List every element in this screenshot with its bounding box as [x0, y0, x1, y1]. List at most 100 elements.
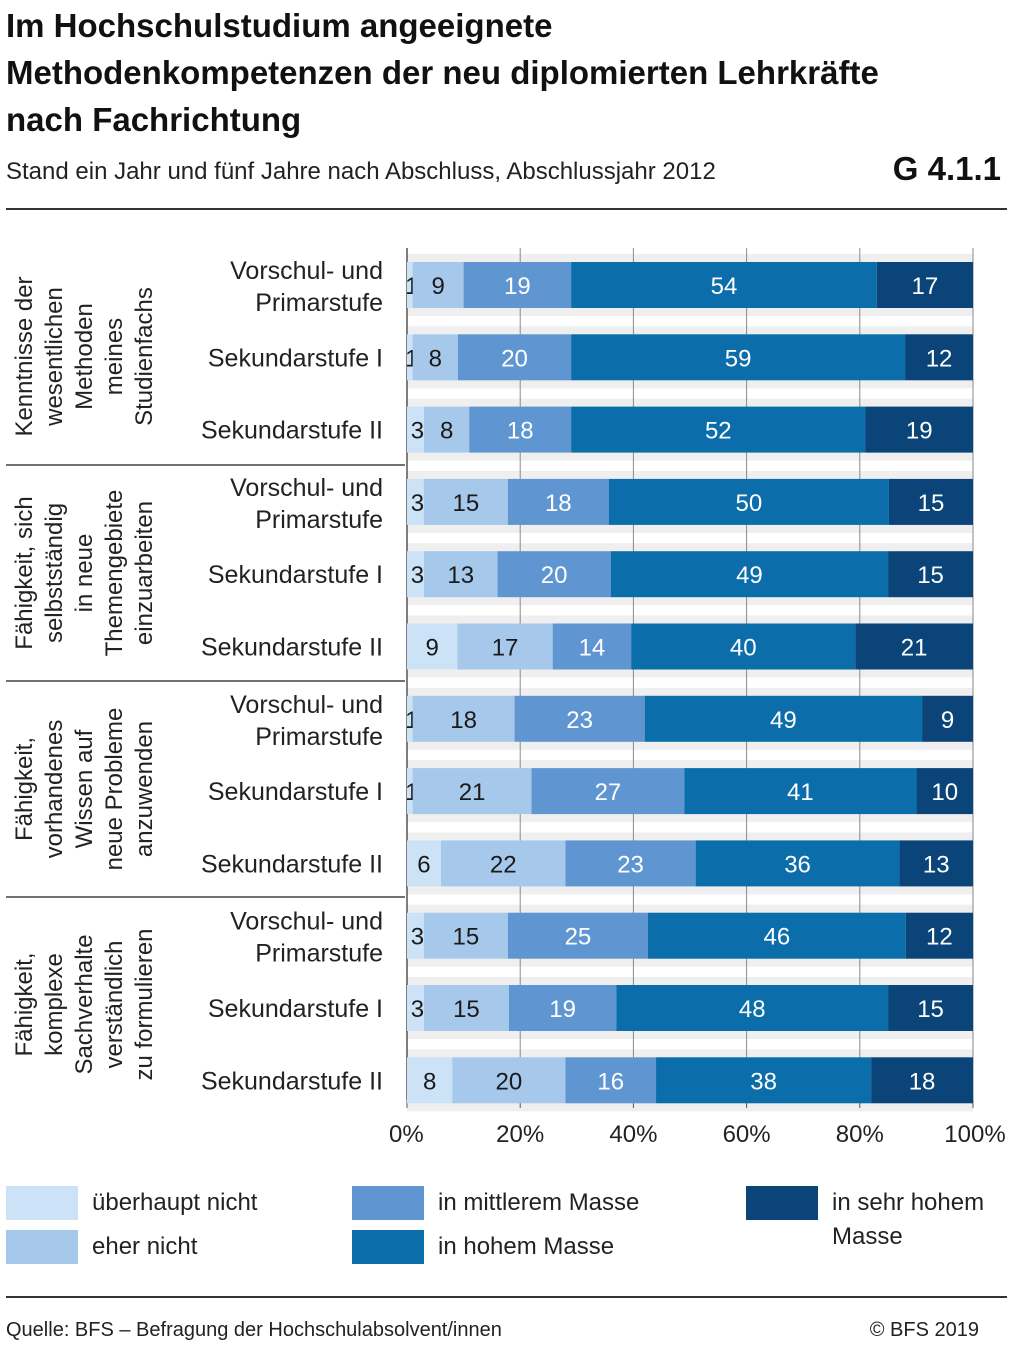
data-label: 20: [501, 345, 528, 372]
data-label: 27: [595, 779, 622, 806]
category-label: Primarstufe: [255, 289, 383, 317]
data-label: 59: [725, 345, 752, 372]
data-label: 15: [453, 996, 480, 1023]
data-label: 52: [705, 418, 732, 445]
legend-item: in sehr hohem Masse: [746, 1186, 1006, 1254]
bar-segment: [899, 840, 973, 887]
bar-segment: [552, 623, 632, 670]
category-label: Primarstufe: [255, 940, 383, 968]
bar-segment: [407, 262, 413, 308]
group-label: wesentlichen: [41, 287, 68, 427]
bar-segment: [407, 695, 413, 742]
group-label: Themengebiete: [101, 490, 128, 657]
data-label: 23: [617, 851, 644, 878]
copyright-note: © BFS 2019: [869, 1319, 979, 1341]
x-tick-label: 100%: [944, 1121, 1005, 1148]
bar-segment: [656, 1057, 872, 1104]
legend-item: in mittlerem Masse: [352, 1186, 639, 1220]
group-label: Wissen auf: [71, 729, 98, 848]
bar-segment: [440, 840, 566, 887]
bar-segment: [407, 985, 424, 1031]
data-label: 41: [787, 779, 814, 806]
legend-item: eher nicht: [6, 1230, 197, 1264]
category-label: Sekundarstufe II: [201, 634, 383, 662]
bar-segment: [412, 768, 532, 815]
category-label: Sekundarstufe I: [208, 561, 383, 589]
group-label: zu formulieren: [131, 928, 158, 1080]
group-label: Kenntnisse der: [11, 276, 38, 436]
data-label: 9: [426, 635, 439, 662]
bar-segment: [888, 985, 973, 1031]
bar-segment: [407, 768, 413, 815]
bar-segment: [508, 985, 617, 1031]
legend-label: eher nicht: [92, 1233, 198, 1260]
bar-segment: [871, 1057, 973, 1104]
bar-segment: [888, 478, 973, 525]
category-label: Sekundarstufe II: [201, 1067, 383, 1095]
category-label: Vorschul- und: [230, 474, 383, 502]
data-label: 40: [730, 635, 757, 662]
data-label: 23: [566, 707, 593, 734]
x-tick-label: 80%: [836, 1121, 884, 1148]
data-label: 3: [411, 924, 424, 951]
data-label: 13: [447, 562, 474, 589]
bar-segment: [452, 1057, 566, 1104]
bar-segment: [631, 623, 856, 670]
legend-label: überhaupt nicht: [92, 1189, 258, 1216]
group-label: anzuwenden: [131, 721, 158, 857]
data-label: 18: [909, 1068, 936, 1095]
bar-segment: [571, 262, 877, 308]
legend: überhaupt nicht eher nicht in mittlerem Ma…: [0, 1180, 1009, 1290]
data-label: 21: [901, 635, 928, 662]
group-label: vorhandenes: [41, 720, 68, 859]
bar-segment: [647, 912, 906, 959]
data-label: 10: [931, 779, 958, 806]
bar-segment: [457, 623, 553, 670]
bar-segment: [888, 551, 973, 598]
data-label: 3: [411, 418, 424, 445]
legend-swatch: [352, 1230, 424, 1264]
category-label: Primarstufe: [255, 506, 383, 534]
data-label: 18: [450, 707, 477, 734]
bar-segment: [916, 768, 973, 815]
data-label: 49: [770, 707, 797, 734]
bar-segment: [463, 262, 572, 308]
bar-segment: [423, 406, 470, 453]
bar-segment: [514, 695, 645, 742]
bar-segment: [608, 478, 889, 525]
bar-segment: [865, 406, 973, 453]
data-label: 38: [750, 1068, 777, 1095]
bar-segment: [684, 768, 917, 815]
group-label: Fähigkeit, sich: [11, 496, 38, 649]
legend-swatch: [6, 1230, 78, 1264]
data-label: 48: [739, 996, 766, 1023]
data-label: 46: [764, 924, 791, 951]
data-label: 15: [452, 924, 479, 951]
category-label: Sekundarstufe II: [201, 850, 383, 878]
bar-segment: [412, 334, 458, 381]
bar-segment: [412, 262, 464, 308]
bar-segment: [905, 334, 973, 381]
data-label: 15: [917, 996, 944, 1023]
bar-segment: [407, 1057, 453, 1104]
data-label: 15: [452, 490, 479, 517]
group-label: Methoden: [71, 303, 98, 410]
bar-segment: [855, 623, 973, 670]
group-label: in neue: [71, 534, 98, 613]
data-label: 22: [490, 851, 517, 878]
group-label: Fähigkeit,: [11, 952, 38, 1056]
bar-segment: [565, 840, 696, 887]
bar-segment: [407, 623, 458, 670]
legend-swatch: [6, 1186, 78, 1220]
group-label: komplexe: [41, 953, 68, 1056]
bar-segment: [407, 334, 413, 381]
legend-label: in hohem Masse: [438, 1233, 615, 1260]
data-label: 49: [736, 562, 763, 589]
data-label: 8: [440, 418, 453, 445]
data-label: 8: [423, 1068, 436, 1095]
data-label: 18: [545, 490, 572, 517]
data-label: 15: [918, 490, 945, 517]
chart-title: Im Hochschulstudium angeeignete Methoden…: [6, 7, 879, 138]
bar-segment: [423, 985, 509, 1031]
group-label: verständlich: [101, 940, 128, 1068]
